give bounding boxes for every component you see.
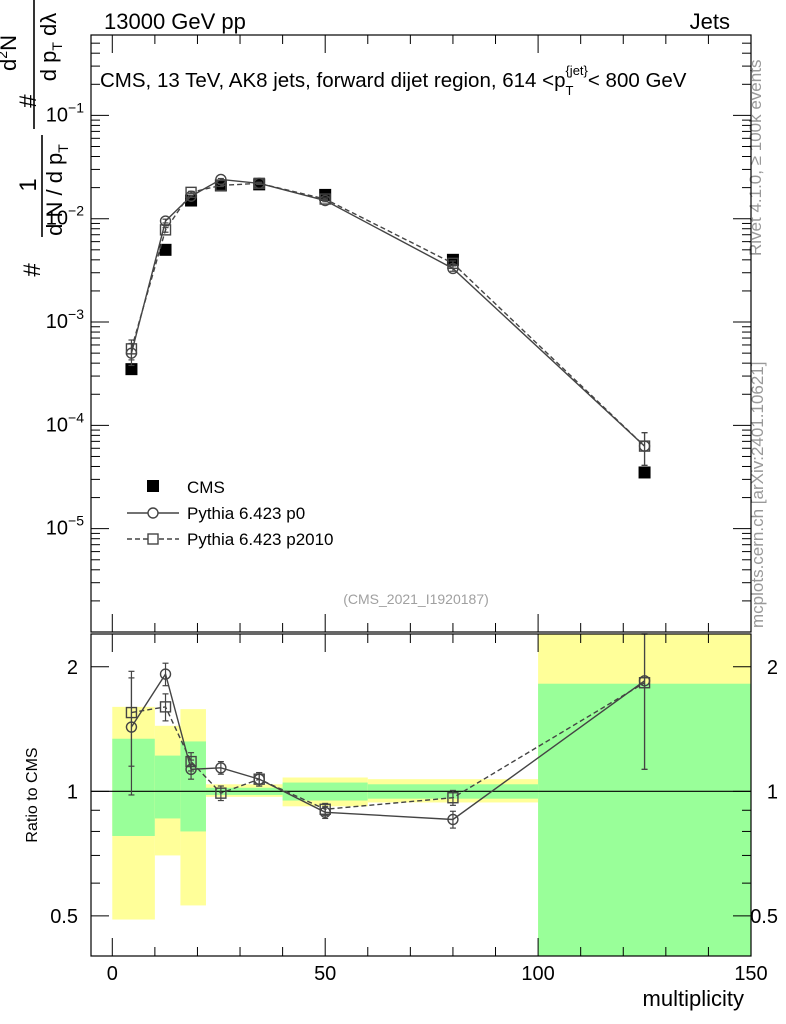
x-tick-label: 150: [734, 963, 767, 985]
ratio-p0-point: [447, 813, 459, 826]
p2010-point: [215, 179, 227, 192]
cms-point: [638, 466, 651, 479]
svg-text:1: 1: [15, 178, 42, 191]
legend-label-cms: CMS: [187, 478, 225, 497]
p0-point: [159, 215, 172, 227]
ratio-y-tick-label-right: 0.5: [750, 906, 778, 928]
main-y-tick-label: 10−5: [46, 513, 84, 540]
p2010-point: [159, 224, 172, 236]
svg-text:d pT dλ: d pT dλ: [36, 13, 65, 82]
x-axis-label: multiplicity: [643, 986, 744, 1011]
cms-point: [159, 243, 172, 256]
p2010-series: [125, 177, 651, 466]
main-y-tick-label: 10−4: [46, 409, 84, 436]
legend-label-p0: Pythia 6.423 p0: [187, 504, 305, 523]
p0-point: [215, 173, 227, 186]
ratio-p2010-line: [131, 682, 645, 810]
x-tick-label: 0: [107, 963, 118, 985]
legend-label-p2010: Pythia 6.423 p2010: [187, 530, 334, 549]
p2010-point: [125, 343, 138, 355]
ratio-p0-line: [130, 672, 645, 821]
ratio-p0-point: [159, 668, 172, 680]
energy-label: 13000 GeV pp: [104, 9, 246, 34]
legend-marker-p2010: [147, 533, 159, 545]
ratio-frame: [90, 633, 752, 957]
main-y-axis-label: # 1 d N / d pT # d2N d pT dλ: [0, 0, 71, 277]
main-y-tick-label: 10−3: [46, 306, 84, 333]
legend: CMS Pythia 6.423 p0 Pythia 6.423 p2010: [127, 478, 334, 549]
ratio-band-green: [180, 741, 206, 832]
ratio-p2010-point: [215, 787, 227, 799]
p0-series: [125, 173, 651, 466]
chart-title: CMS, 13 TeV, AK8 jets, forward dijet reg…: [100, 63, 687, 98]
ratio-y-tick-label: 2: [67, 657, 78, 679]
main-plot-area: [125, 173, 651, 479]
ratio-y-tick-label: 0.5: [50, 906, 78, 928]
source-label: mcplots.cern.ch [arXiv:2401.10621]: [748, 362, 767, 628]
ratio-y-axis-label: Ratio to CMS: [24, 747, 41, 842]
ratio-p2010-point: [319, 803, 331, 815]
ratio-p2010-point: [638, 677, 651, 689]
p2010-point: [185, 186, 197, 199]
legend-marker-p0: [147, 507, 159, 519]
p2010-point: [319, 193, 331, 205]
ratio-y-tick-label-right: 1: [767, 781, 778, 803]
legend-marker-cms: [147, 480, 159, 492]
rivet-label: Rivet 4.1.0, ≥ 100k events: [746, 60, 765, 256]
x-tick-label: 50: [314, 963, 336, 985]
ratio-p0-point: [215, 762, 227, 774]
ratio-y-axis: 0.5 0.5 1 1 2 2: [50, 657, 778, 957]
ratio-band-green: [154, 755, 181, 819]
ratio-plot-area: [125, 633, 651, 829]
p2010-point: [638, 440, 651, 452]
p2010-point: [253, 177, 265, 190]
category-label: Jets: [690, 9, 730, 34]
p0-line: [130, 178, 646, 447]
analysis-watermark: (CMS_2021_I1920187): [343, 591, 489, 607]
main-frame: [90, 34, 752, 633]
ratio-y-tick-label-right: 2: [767, 657, 778, 679]
svg-text:d2N: d2N: [0, 35, 21, 71]
ratio-band-green: [112, 738, 155, 836]
main-x-ticks: [111, 35, 752, 632]
main-plot-panel: 10−5 10−4 10−3 10−2 10−1 CMS, 13 TeV, AK8 je…: [0, 0, 752, 633]
p2010-line: [130, 182, 646, 447]
svg-text:#: #: [19, 263, 46, 277]
ratio-uncertainty-bands: [91, 634, 751, 956]
main-y-tick-label: 10−2: [46, 203, 84, 230]
svg-text:#: #: [15, 94, 42, 108]
svg-text:d N / d pT: d N / d pT: [42, 144, 71, 236]
main-y-tick-label: 10−1: [46, 99, 84, 126]
cms-series: [125, 178, 651, 479]
ratio-y-tick-label: 1: [67, 781, 78, 803]
ratio-p2010-point: [253, 773, 265, 785]
p2010-point: [447, 257, 459, 270]
cms-point: [125, 363, 138, 376]
ratio-p2010-series: [125, 633, 651, 816]
ratio-p2010-point: [125, 706, 138, 719]
x-tick-label: 100: [521, 963, 554, 985]
main-y-axis: 10−5 10−4 10−3 10−2 10−1: [46, 42, 751, 633]
ratio-p2010-point: [185, 755, 197, 768]
cms-point: [446, 253, 459, 266]
ratio-x-axis: 0 50 100 150: [107, 634, 768, 985]
ratio-p2010-point: [447, 792, 459, 804]
ratio-plot-panel: 0.5 0.5 1 1 2 2 0 50 100 150 Ratio to CMS multip…: [24, 633, 778, 1011]
ratio-p2010-point: [159, 701, 172, 713]
